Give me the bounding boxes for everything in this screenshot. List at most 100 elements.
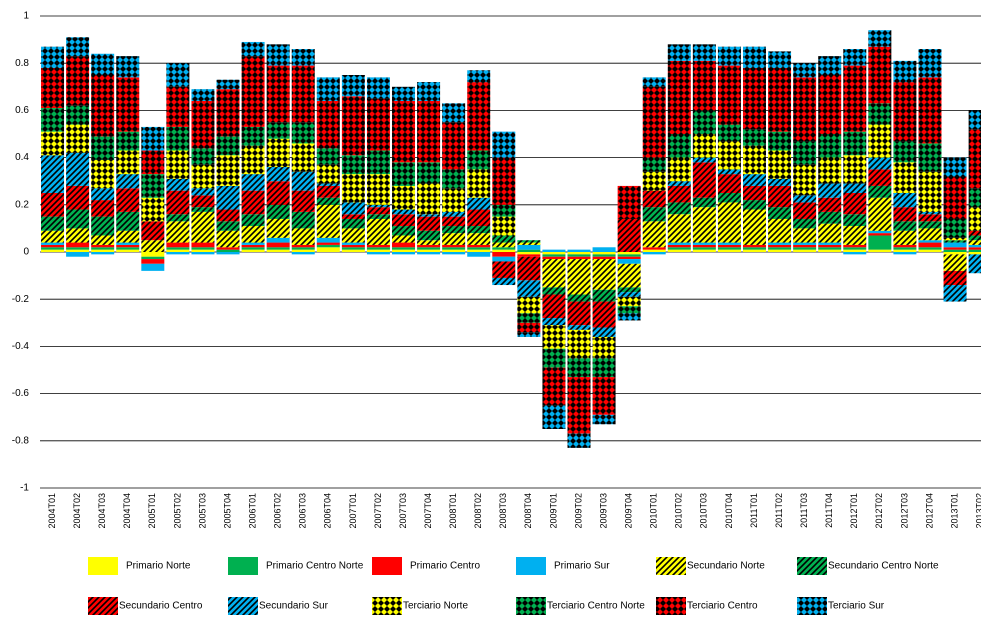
bar-segment [768,67,792,132]
bar-segment [893,249,917,252]
bar-segment [366,214,390,219]
bar-segment [166,63,190,87]
legend-label: Terciario Centro [687,601,758,612]
bar-segment [116,242,140,245]
bar-segment [918,49,942,78]
x-tick-label: 2012T03 [899,493,909,529]
bar-segment [768,131,792,151]
bar-segment [843,247,867,250]
bar-segment [918,228,942,241]
bar-segment [66,56,90,106]
bar-segment [968,254,981,274]
bar-segment [392,185,416,210]
bar-segment [542,318,566,326]
bar-segment [567,249,591,252]
bar-segment [291,171,315,191]
x-tick-label: 2009T02 [573,493,583,529]
bar-segment [241,249,265,252]
bar-segment [341,247,365,250]
legend-label: Secundario Sur [259,601,329,612]
bar-segment [341,244,365,248]
bar-segment [918,77,942,144]
bar-segment [492,204,516,217]
bar-segment [166,178,190,191]
bar-segment [868,46,892,104]
bar-segment [667,202,691,215]
bar-segment [918,171,942,212]
legend-label: Terciario Centro Norte [547,601,645,612]
bar-segment [341,218,365,229]
bar-segment [191,247,215,250]
bar-segment [918,221,942,229]
bar-segment [717,244,741,248]
x-tick-label: 2010T03 [699,493,709,529]
bar-segment [366,150,390,175]
bar-segment [467,82,491,151]
bar-segment [492,235,516,243]
bar-segment [442,188,466,212]
bar-segment [592,336,616,359]
legend-label: Primario Centro Norte [266,561,364,572]
bar-segment [768,218,792,243]
bar-segment [943,249,967,252]
bar-segment [943,240,967,243]
x-tick-label: 2004T03 [97,493,107,529]
bar-segment [191,164,215,189]
bar-segment [341,75,365,97]
bar-segment [793,202,817,219]
bar-segment [166,221,190,243]
bar-segment [417,252,441,255]
bar-segment [66,252,90,257]
bar-segment [442,249,466,252]
bar-segment [517,244,541,250]
y-tick-label: 0.8 [15,58,29,69]
bar-segment [241,190,265,215]
bar-segment [592,289,616,302]
bar-segment [41,244,65,248]
bar-segment [592,256,616,260]
bar-segment [843,249,867,252]
legend-swatch [372,557,402,575]
bar-segment [341,155,365,175]
bar-segment [266,204,290,219]
bar-segment [141,221,165,241]
bar-segment [918,242,942,248]
bar-segment [166,214,190,222]
bar-segment [467,233,491,245]
bar-segment [216,221,240,231]
bar-segment [467,249,491,252]
bar-segment [717,141,741,170]
bar-segment [843,214,867,227]
bar-segment [291,122,315,144]
bar-segment [617,292,641,297]
bar-segment [818,183,842,198]
legend-swatch [656,597,686,615]
bar-segment [492,157,516,205]
bar-segment [567,433,591,448]
bar-segment [316,204,340,238]
bar-segment [166,86,190,127]
bar-segment [893,162,917,193]
bar-segment [692,134,716,158]
bar-segment [417,162,441,184]
bar-segment [116,77,140,132]
bar-segment [392,100,416,163]
bar-segment [241,247,265,250]
bar-segment [542,294,566,319]
bar-segment [442,169,466,189]
bar-segment [41,46,65,68]
bar-segment [41,249,65,252]
x-tick-label: 2006T04 [323,493,333,529]
x-tick-label: 2005T01 [147,493,157,529]
bar-segment [191,148,215,165]
x-tick-label: 2005T02 [172,493,182,529]
legend-swatch [797,557,827,575]
bar-segment [467,247,491,250]
bar-segment [617,218,641,252]
bar-segment [667,134,691,158]
bar-segment [316,148,340,165]
x-tick-label: 2006T03 [298,493,308,529]
bar-segment [843,65,867,132]
bar-segment [41,193,65,217]
bar-segment [642,171,666,191]
